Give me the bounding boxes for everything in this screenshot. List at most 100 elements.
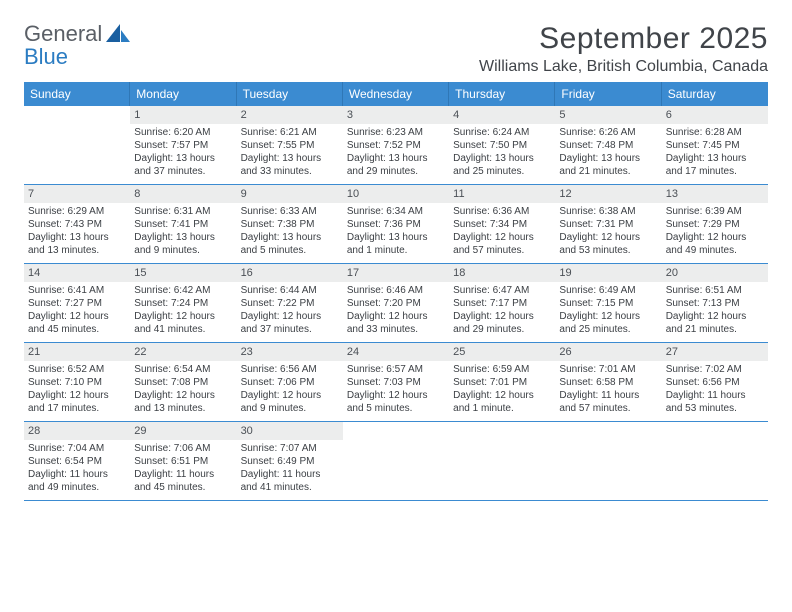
sunset-line: Sunset: 7:27 PM <box>28 297 126 310</box>
daylight-line: Daylight: 11 hours and 45 minutes. <box>134 468 232 494</box>
dow-cell: Tuesday <box>237 82 343 106</box>
sunset-line: Sunset: 7:06 PM <box>241 376 339 389</box>
day-cell: 3Sunrise: 6:23 AMSunset: 7:52 PMDaylight… <box>343 106 449 184</box>
daylight-line: Daylight: 12 hours and 1 minute. <box>453 389 551 415</box>
sunset-line: Sunset: 7:01 PM <box>453 376 551 389</box>
daylight-line: Daylight: 12 hours and 53 minutes. <box>559 231 657 257</box>
day-cell: 27Sunrise: 7:02 AMSunset: 6:56 PMDayligh… <box>662 343 768 421</box>
day-number: 8 <box>130 185 236 203</box>
day-cell: 4Sunrise: 6:24 AMSunset: 7:50 PMDaylight… <box>449 106 555 184</box>
daylight-line: Daylight: 11 hours and 41 minutes. <box>241 468 339 494</box>
sunrise-line: Sunrise: 6:24 AM <box>453 126 551 139</box>
dow-cell: Sunday <box>24 82 130 106</box>
day-cell: 7Sunrise: 6:29 AMSunset: 7:43 PMDaylight… <box>24 185 130 263</box>
header: General Blue September 2025 Williams Lak… <box>24 22 768 76</box>
dow-cell: Thursday <box>449 82 555 106</box>
daylight-line: Daylight: 13 hours and 33 minutes. <box>241 152 339 178</box>
day-cell: 11 Sunrise: 6:36 AMSunset: 7:34 PMDayligh… <box>449 185 555 263</box>
day-cell: 21Sunrise: 6:52 AMSunset: 7:10 PMDayligh… <box>24 343 130 421</box>
sunrise-line: Sunrise: 6:36 AM <box>453 205 551 218</box>
day-cell <box>24 106 130 184</box>
sunset-line: Sunset: 7:20 PM <box>347 297 445 310</box>
week-row: 21Sunrise: 6:52 AMSunset: 7:10 PMDayligh… <box>24 343 768 422</box>
week-row: 7Sunrise: 6:29 AMSunset: 7:43 PMDaylight… <box>24 185 768 264</box>
day-cell: 30Sunrise: 7:07 AMSunset: 6:49 PMDayligh… <box>237 422 343 500</box>
calendar: SundayMondayTuesdayWednesdayThursdayFrid… <box>24 82 768 501</box>
logo: General Blue <box>24 22 132 68</box>
day-number: 15 <box>130 264 236 282</box>
logo-text: General Blue <box>24 22 102 68</box>
sunrise-line: Sunrise: 6:38 AM <box>559 205 657 218</box>
sunset-line: Sunset: 7:17 PM <box>453 297 551 310</box>
day-number: 10 <box>343 185 449 203</box>
day-cell: 17Sunrise: 6:46 AMSunset: 7:20 PMDayligh… <box>343 264 449 342</box>
sunrise-line: Sunrise: 6:51 AM <box>666 284 764 297</box>
sunset-line: Sunset: 7:31 PM <box>559 218 657 231</box>
sunrise-line: Sunrise: 7:07 AM <box>241 442 339 455</box>
day-cell: 16 Sunrise: 6:44 AMSunset: 7:22 PMDayligh… <box>237 264 343 342</box>
sunset-line: Sunset: 7:41 PM <box>134 218 232 231</box>
sunset-line: Sunset: 7:13 PM <box>666 297 764 310</box>
weeks-container: 1Sunrise: 6:20 AMSunset: 7:57 PMDaylight… <box>24 106 768 501</box>
daylight-line: Daylight: 13 hours and 37 minutes. <box>134 152 232 178</box>
day-number: 20 <box>662 264 768 282</box>
sunset-line: Sunset: 7:15 PM <box>559 297 657 310</box>
day-number: 16 <box>237 264 343 282</box>
daylight-line: Daylight: 12 hours and 5 minutes. <box>347 389 445 415</box>
daylight-line: Daylight: 12 hours and 45 minutes. <box>28 310 126 336</box>
sunrise-line: Sunrise: 6:46 AM <box>347 284 445 297</box>
sunrise-line: Sunrise: 6:29 AM <box>28 205 126 218</box>
sunrise-line: Sunrise: 6:49 AM <box>559 284 657 297</box>
day-cell <box>662 422 768 500</box>
daylight-line: Daylight: 13 hours and 13 minutes. <box>28 231 126 257</box>
sunrise-line: Sunrise: 6:20 AM <box>134 126 232 139</box>
day-number: 1 <box>130 106 236 124</box>
day-cell: 19Sunrise: 6:49 AMSunset: 7:15 PMDayligh… <box>555 264 661 342</box>
day-number: 11 <box>449 185 555 203</box>
sunset-line: Sunset: 6:49 PM <box>241 455 339 468</box>
sunrise-line: Sunrise: 6:26 AM <box>559 126 657 139</box>
daylight-line: Daylight: 12 hours and 33 minutes. <box>347 310 445 336</box>
day-number: 13 <box>662 185 768 203</box>
day-cell: 15Sunrise: 6:42 AMSunset: 7:24 PMDayligh… <box>130 264 236 342</box>
day-cell: 29Sunrise: 7:06 AMSunset: 6:51 PMDayligh… <box>130 422 236 500</box>
sunset-line: Sunset: 7:57 PM <box>134 139 232 152</box>
sunset-line: Sunset: 7:22 PM <box>241 297 339 310</box>
day-cell: 13Sunrise: 6:39 AMSunset: 7:29 PMDayligh… <box>662 185 768 263</box>
sunset-line: Sunset: 7:45 PM <box>666 139 764 152</box>
sunrise-line: Sunrise: 7:02 AM <box>666 363 764 376</box>
daylight-line: Daylight: 12 hours and 41 minutes. <box>134 310 232 336</box>
day-number: 29 <box>130 422 236 440</box>
sunrise-line: Sunrise: 6:39 AM <box>666 205 764 218</box>
sunset-line: Sunset: 7:36 PM <box>347 218 445 231</box>
logo-line2: Blue <box>24 44 68 69</box>
day-number: 21 <box>24 343 130 361</box>
daylight-line: Daylight: 12 hours and 13 minutes. <box>134 389 232 415</box>
sunset-line: Sunset: 7:08 PM <box>134 376 232 389</box>
day-number: 27 <box>662 343 768 361</box>
day-cell: 26Sunrise: 7:01 AMSunset: 6:58 PMDayligh… <box>555 343 661 421</box>
day-cell: 8Sunrise: 6:31 AMSunset: 7:41 PMDaylight… <box>130 185 236 263</box>
sunset-line: Sunset: 7:48 PM <box>559 139 657 152</box>
sunset-line: Sunset: 7:50 PM <box>453 139 551 152</box>
daylight-line: Daylight: 13 hours and 9 minutes. <box>134 231 232 257</box>
daylight-line: Daylight: 12 hours and 37 minutes. <box>241 310 339 336</box>
day-cell: 9Sunrise: 6:33 AMSunset: 7:38 PMDaylight… <box>237 185 343 263</box>
day-cell: 28Sunrise: 7:04 AMSunset: 6:54 PMDayligh… <box>24 422 130 500</box>
sunrise-line: Sunrise: 7:06 AM <box>134 442 232 455</box>
dow-row: SundayMondayTuesdayWednesdayThursdayFrid… <box>24 82 768 106</box>
daylight-line: Daylight: 12 hours and 49 minutes. <box>666 231 764 257</box>
daylight-line: Daylight: 12 hours and 57 minutes. <box>453 231 551 257</box>
sunrise-line: Sunrise: 6:54 AM <box>134 363 232 376</box>
sunset-line: Sunset: 7:55 PM <box>241 139 339 152</box>
daylight-line: Daylight: 13 hours and 5 minutes. <box>241 231 339 257</box>
sunrise-line: Sunrise: 6:42 AM <box>134 284 232 297</box>
sunrise-line: Sunrise: 7:01 AM <box>559 363 657 376</box>
day-cell: 25Sunrise: 6:59 AMSunset: 7:01 PMDayligh… <box>449 343 555 421</box>
sunset-line: Sunset: 7:34 PM <box>453 218 551 231</box>
sunset-line: Sunset: 7:10 PM <box>28 376 126 389</box>
sunrise-line: Sunrise: 6:44 AM <box>241 284 339 297</box>
day-number: 4 <box>449 106 555 124</box>
day-number: 3 <box>343 106 449 124</box>
dow-cell: Friday <box>555 82 661 106</box>
